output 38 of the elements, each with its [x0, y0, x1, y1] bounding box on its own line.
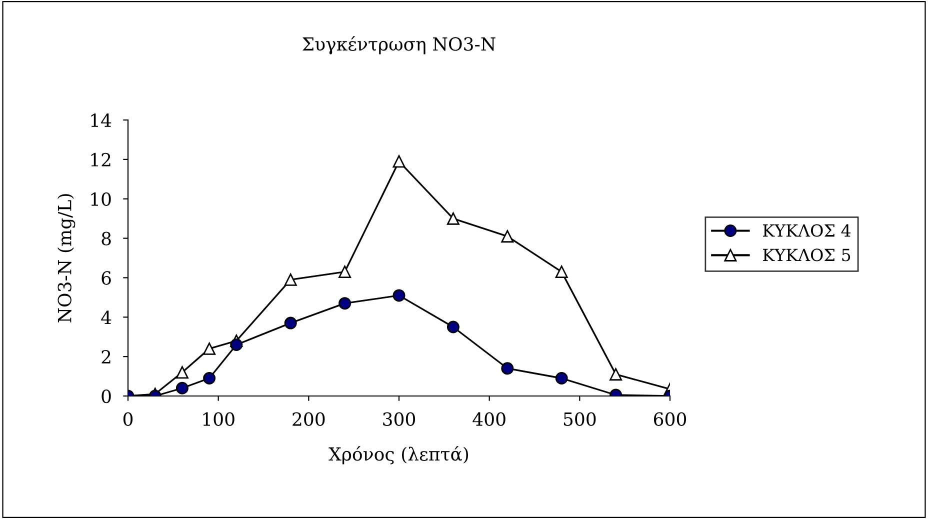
point — [176, 366, 188, 379]
y-tick-label: 8 — [102, 232, 111, 246]
point — [392, 155, 406, 168]
y-tick-label: 4 — [101, 310, 112, 324]
x-tick-label: 100 — [203, 412, 234, 426]
y-tick-label: 12 — [91, 152, 110, 166]
x-axis-title: Χρόνος (λεπτά) — [328, 446, 468, 464]
y-tick-label: 14 — [91, 113, 112, 127]
point — [176, 382, 188, 394]
point — [338, 297, 352, 310]
legend-label: ΚΥΚΛΟΣ 5 — [763, 248, 850, 262]
y-axis-title: NO3-N (mg/L) — [57, 194, 76, 322]
point — [501, 362, 514, 375]
x-tick-label: 500 — [564, 412, 596, 426]
point — [555, 266, 568, 278]
y-tick-label: 10 — [91, 192, 111, 206]
point — [446, 320, 460, 334]
point — [203, 342, 216, 355]
point — [203, 372, 216, 385]
point — [610, 368, 622, 381]
y-tick-label: 6 — [102, 271, 111, 285]
x-tick-label: 300 — [383, 412, 416, 426]
y-tick-label: 2 — [102, 350, 110, 364]
x-tick-label: 600 — [654, 412, 686, 426]
point — [555, 372, 568, 385]
point — [501, 230, 514, 243]
legend-label: ΚΥΚΛΟΣ 4 — [763, 224, 851, 237]
chart-title: Συγκέντρωση NO3-N — [302, 36, 496, 54]
point — [446, 212, 460, 225]
point — [284, 316, 297, 330]
point — [230, 338, 243, 351]
point — [392, 289, 406, 302]
x-tick-label: 0 — [123, 412, 133, 426]
y-tick-label: 0 — [102, 389, 111, 404]
x-tick-label: 400 — [472, 412, 506, 426]
point — [284, 273, 297, 286]
x-tick-label: 200 — [292, 412, 325, 426]
point — [338, 266, 352, 278]
